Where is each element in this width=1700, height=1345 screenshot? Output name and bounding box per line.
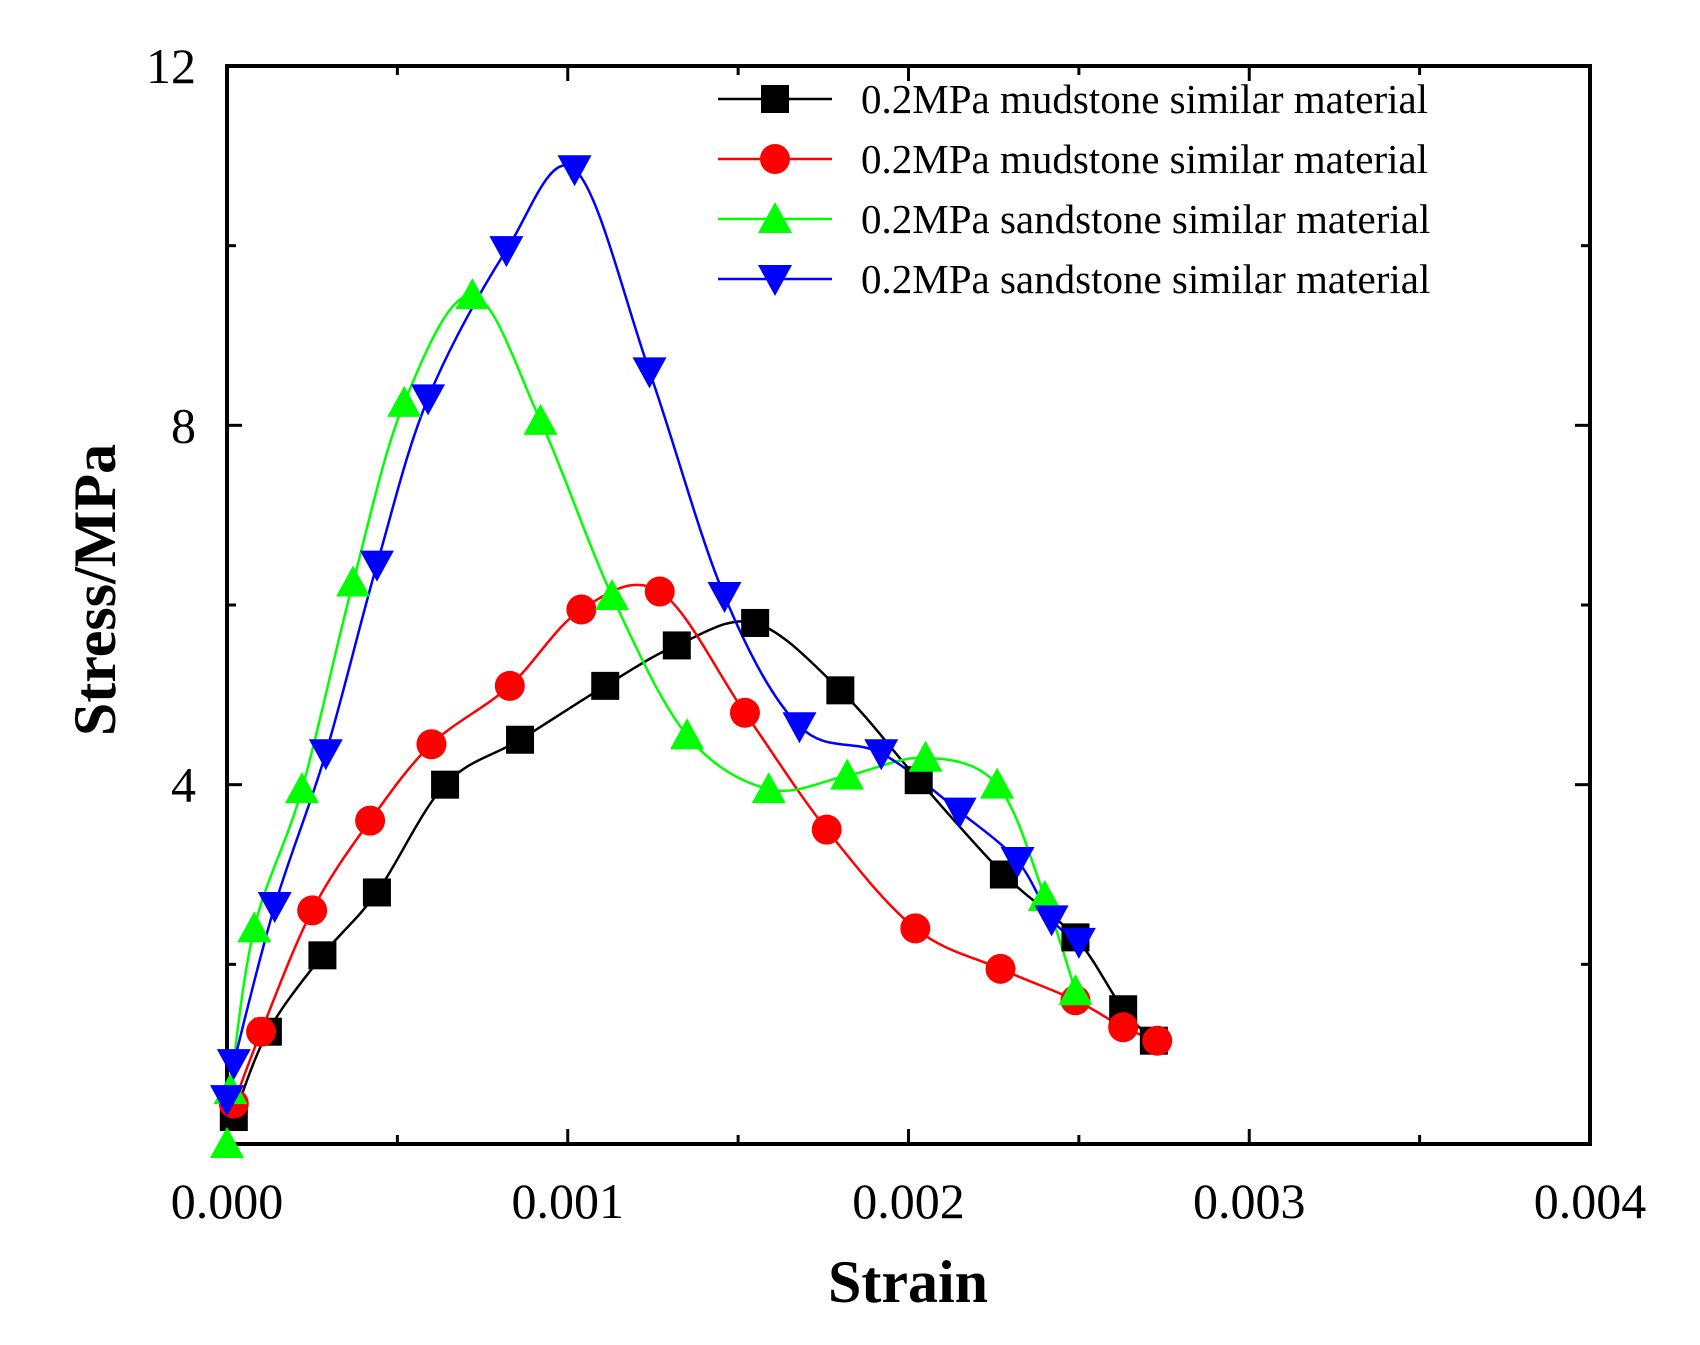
- legend-label-4: 0.2MPa sandstone similar material: [861, 256, 1430, 302]
- series-4-point: [782, 712, 817, 744]
- series-1-point: [431, 770, 460, 799]
- series-3-point: [980, 767, 1015, 799]
- legend: 0.2MPa mudstone similar material 0.2MPa m…: [718, 76, 1430, 302]
- series-3-point: [908, 740, 943, 772]
- series-4-point: [216, 1049, 251, 1081]
- y-tick-label: 12: [146, 38, 196, 94]
- series-1-point: [741, 608, 770, 637]
- series-line-2: [232, 583, 1158, 1105]
- series-4-point: [489, 236, 524, 268]
- series-2-point: [494, 670, 525, 701]
- series-4-point: [1034, 905, 1069, 937]
- series-2-point: [644, 576, 675, 607]
- series-1-point: [591, 671, 620, 700]
- series-4-point: [864, 739, 899, 771]
- legend-marker-1: [761, 85, 789, 113]
- series-4-point: [359, 550, 394, 582]
- series-4-point: [257, 891, 292, 923]
- series-line-3: [225, 293, 1077, 1145]
- series-4-point: [942, 797, 977, 829]
- legend-label-1: 0.2MPa mudstone similar material: [861, 76, 1428, 122]
- series-2-point: [900, 913, 931, 944]
- series-1-point: [826, 676, 855, 705]
- legend-marker-3: [758, 202, 792, 233]
- series-3-point: [455, 278, 490, 310]
- series-1-point: [362, 878, 391, 907]
- series-4-point: [632, 357, 667, 389]
- series-3-point: [670, 718, 705, 750]
- x-tick-label: 0.002: [852, 1173, 965, 1229]
- series-3-point: [523, 403, 558, 435]
- legend-marker-2: [760, 144, 790, 174]
- series-2-point: [811, 814, 842, 845]
- x-tick-label: 0.001: [512, 1173, 625, 1229]
- series-1-point: [506, 725, 535, 754]
- series-4-point: [210, 1085, 244, 1117]
- y-axis-title: Stress/MPa: [62, 444, 128, 736]
- series-2-point: [985, 953, 1016, 984]
- axis-ticks: 0.000 0.001 0.002 0.003 0.004 4 8 12: [146, 38, 1646, 1229]
- legend-marker-4: [758, 265, 792, 296]
- series-layer: [210, 155, 1173, 1158]
- legend-label-2: 0.2MPa mudstone similar material: [861, 136, 1428, 182]
- series-3-point: [751, 772, 786, 804]
- series-2-point: [1108, 1012, 1139, 1043]
- x-tick-label: 0.000: [171, 1173, 284, 1229]
- legend-label-3: 0.2MPa sandstone similar material: [861, 196, 1430, 242]
- series-3-point: [336, 565, 371, 597]
- x-tick-label: 0.003: [1193, 1173, 1306, 1229]
- x-tick-label: 0.004: [1534, 1173, 1647, 1229]
- series-line-4: [225, 164, 1080, 1100]
- series-2-point: [297, 895, 328, 926]
- series-3-point: [237, 911, 272, 943]
- series-4-point: [1000, 847, 1035, 879]
- series-2-point: [1142, 1025, 1173, 1056]
- series-2-point: [246, 1016, 277, 1047]
- series-4-point: [411, 384, 446, 416]
- series-4-point: [308, 739, 343, 771]
- series-3-point: [1058, 974, 1093, 1006]
- series-2-point: [729, 697, 760, 728]
- series-3-point: [595, 579, 630, 611]
- series-3-point: [210, 1127, 244, 1158]
- series-3-point: [830, 758, 865, 790]
- series-1-point: [662, 631, 691, 660]
- x-axis-title: Strain: [828, 1249, 988, 1315]
- series-2-point: [355, 805, 386, 836]
- series-4-point: [557, 155, 592, 187]
- y-tick-label: 8: [171, 397, 196, 453]
- y-tick-label: 4: [171, 757, 196, 813]
- series-3-point: [1027, 879, 1062, 911]
- series-3-point: [387, 385, 422, 417]
- series-3-point: [284, 772, 319, 804]
- series-2-point: [566, 594, 597, 625]
- series-4-point: [1061, 927, 1096, 959]
- series-4-point: [707, 582, 742, 614]
- series-1-point: [308, 941, 337, 970]
- series-2-point: [416, 729, 447, 760]
